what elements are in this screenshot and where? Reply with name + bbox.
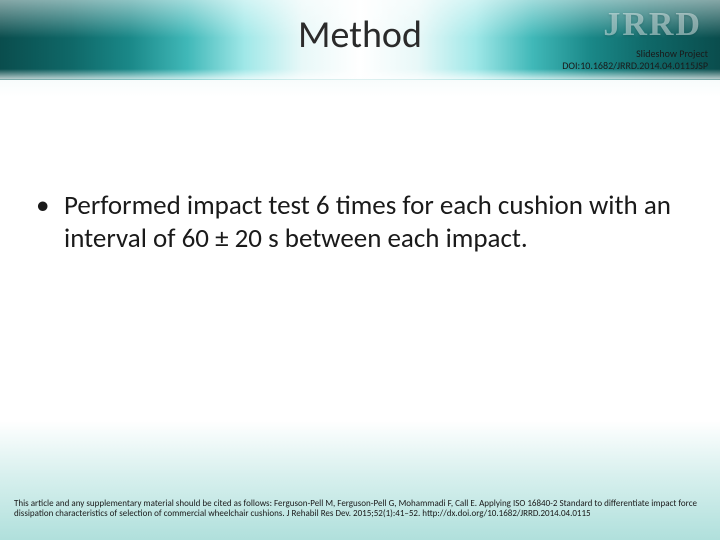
meta-doi: DOI:10.1682/JRRD.2014.04.0115JSP <box>562 60 708 72</box>
slide-content: • Performed impact test 6 times for each… <box>36 190 676 256</box>
bullet-item: • Performed impact test 6 times for each… <box>36 190 676 256</box>
citation-footer: This article and any supplementary mater… <box>14 499 706 520</box>
slide-meta: Slideshow Project DOI:10.1682/JRRD.2014.… <box>562 48 708 72</box>
bullet-text: Performed impact test 6 times for each c… <box>64 190 676 256</box>
bullet-marker: • <box>36 190 64 256</box>
